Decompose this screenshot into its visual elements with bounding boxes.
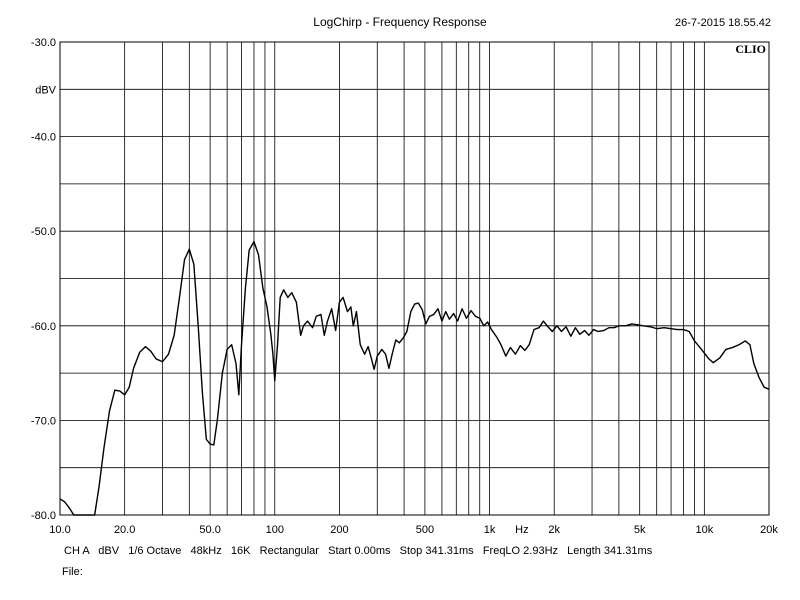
y-tick-label: -30.0 xyxy=(31,37,56,49)
x-tick-label: 500 xyxy=(416,524,434,536)
x-tick-label: 20.0 xyxy=(114,524,135,536)
file-label: File: xyxy=(62,566,83,578)
x-tick-label: 50.0 xyxy=(199,524,220,536)
x-axis-ticks: 10.0 20.0 50.0 100 200 500 1k Hz 2k 5k 10k 20k xyxy=(49,524,778,536)
x-tick-label: 200 xyxy=(330,524,348,536)
y-tick-label: -80.0 xyxy=(31,510,56,522)
x-tick-label: 10k xyxy=(695,524,713,536)
x-tick-label: 100 xyxy=(266,524,284,536)
y-tick-label: -60.0 xyxy=(31,321,56,333)
clio-logo: CLIO xyxy=(735,42,766,56)
y-tick-label: dBV xyxy=(35,84,56,96)
y-tick-label: -40.0 xyxy=(31,132,56,144)
series-line xyxy=(59,240,770,516)
y-tick-label: -50.0 xyxy=(31,226,56,238)
x-tick-label: 2k xyxy=(548,524,560,536)
x-tick-label: 1k xyxy=(484,524,496,536)
chart-title: LogChirp - Frequency Response xyxy=(313,15,487,29)
y-tick-label: -70.0 xyxy=(31,415,56,427)
x-tick-label: Hz xyxy=(515,524,528,536)
grid-lines xyxy=(60,42,769,515)
series-group xyxy=(59,240,770,516)
x-tick-label: 5k xyxy=(634,524,646,536)
x-tick-label: 20k xyxy=(760,524,778,536)
timestamp: 26-7-2015 18.55.42 xyxy=(675,17,771,29)
y-axis-ticks: -30.0 dBV -40.0 -50.0 -60.0 -70.0 -80.0 xyxy=(31,37,57,522)
measurement-settings: CH A dBV 1/6 Octave 48kHz 16K Rectangula… xyxy=(64,545,653,557)
x-tick-label: 10.0 xyxy=(49,524,70,536)
